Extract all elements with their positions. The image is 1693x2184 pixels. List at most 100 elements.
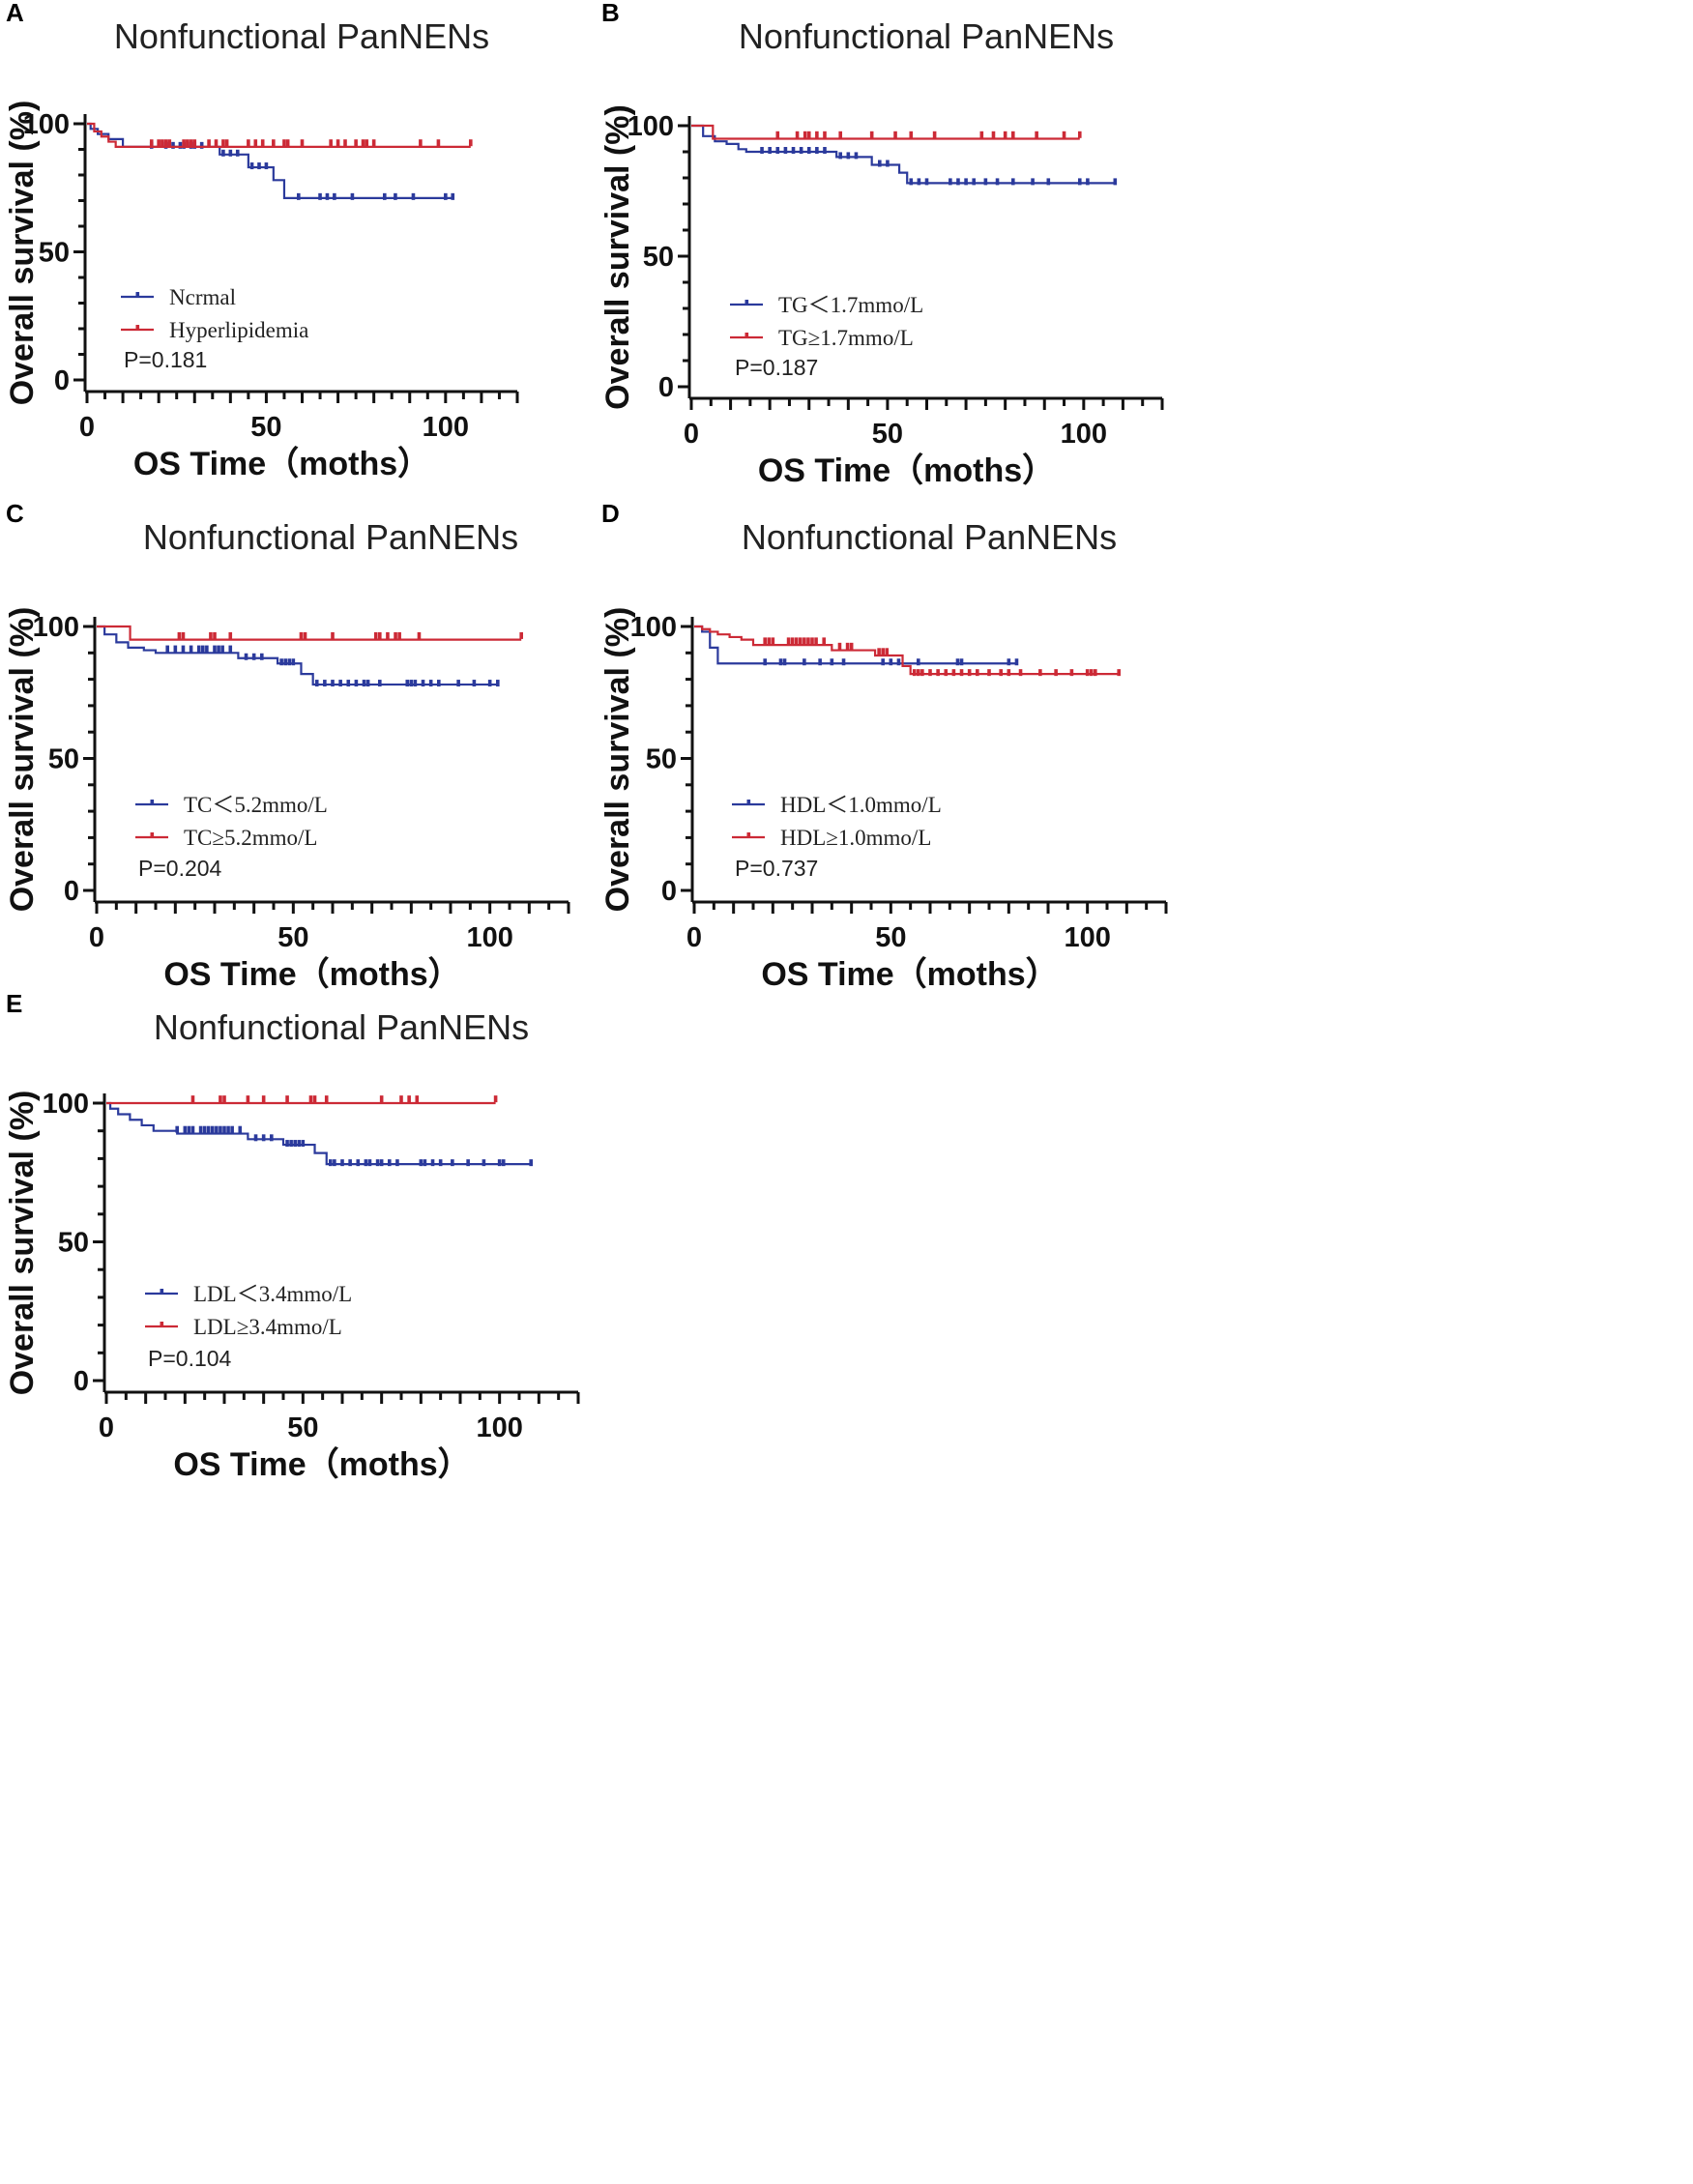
censor-mark: [775, 131, 780, 138]
x-tick-label: 100: [1061, 419, 1107, 450]
y-axis-label: Overall survival (%): [4, 1091, 41, 1396]
censor-mark: [877, 648, 881, 655]
censor-mark: [983, 178, 988, 186]
censor-mark: [845, 642, 850, 650]
censor-mark: [189, 645, 193, 653]
x-axis-label: OS Time（moths）: [163, 955, 460, 993]
x-tick-label: 0: [684, 419, 699, 450]
y-tick-label: 0: [661, 876, 677, 907]
censor-mark: [386, 631, 390, 639]
censor-mark: [253, 1134, 258, 1142]
censor-mark: [222, 1125, 226, 1133]
censor-mark: [1007, 658, 1011, 666]
legend-marker: [160, 1289, 164, 1295]
y-tick-label: 100: [630, 612, 677, 643]
censor-mark: [329, 139, 333, 147]
censor-mark: [444, 192, 448, 200]
censor-mark: [285, 1095, 289, 1103]
censor-mark: [261, 1095, 266, 1103]
censor-mark: [364, 1159, 368, 1167]
censor-mark: [790, 637, 795, 645]
y-tick-label: 100: [43, 1089, 89, 1120]
censor-mark: [201, 645, 205, 653]
censor-mark: [419, 1159, 423, 1167]
censor-mark: [885, 648, 890, 655]
censor-mark: [959, 669, 964, 677]
censor-mark: [818, 658, 822, 666]
censor-mark: [428, 680, 433, 687]
censor-mark: [226, 1125, 230, 1133]
censor-mark: [338, 680, 342, 687]
censor-mark: [379, 1159, 384, 1167]
censor-mark: [314, 680, 319, 687]
y-tick-label: 0: [658, 372, 674, 403]
censor-mark: [451, 192, 455, 200]
censor-mark: [293, 1140, 297, 1148]
censor-mark: [438, 1159, 443, 1167]
censor-mark: [964, 178, 968, 186]
censor-mark: [417, 631, 422, 639]
censor-mark: [220, 645, 224, 653]
censor-mark: [799, 637, 803, 645]
censor-mark: [394, 192, 397, 200]
censor-mark: [1077, 178, 1082, 186]
censor-mark: [308, 1095, 313, 1103]
panel-letter: A: [6, 0, 24, 27]
censor-mark: [303, 631, 307, 639]
x-tick-label: 100: [466, 922, 512, 953]
censor-mark: [199, 141, 204, 149]
censor-mark: [378, 680, 382, 687]
y-tick-label: 50: [48, 744, 79, 775]
censor-mark: [394, 631, 397, 639]
x-tick-label: 100: [476, 1412, 522, 1443]
censor-mark: [260, 139, 265, 147]
censor-mark: [786, 637, 791, 645]
censor-mark: [187, 1125, 191, 1133]
censor-mark: [959, 658, 964, 666]
censor-mark: [348, 1159, 352, 1167]
censor-mark: [763, 637, 767, 645]
x-tick-label: 100: [423, 412, 469, 443]
censor-mark: [206, 1125, 211, 1133]
censor-mark: [333, 192, 336, 200]
censor-mark: [230, 1125, 234, 1133]
censor-mark: [362, 680, 366, 687]
censor-mark: [1062, 131, 1066, 138]
y-tick-label: 50: [58, 1228, 89, 1259]
y-tick-label: 0: [64, 876, 79, 907]
censor-mark: [881, 658, 885, 666]
censor-mark: [999, 669, 1003, 677]
censor-mark: [823, 131, 827, 138]
censor-mark: [177, 631, 182, 639]
censor-mark: [192, 139, 197, 147]
survival-curve-red: [694, 625, 1120, 676]
y-tick-label: 0: [54, 365, 70, 396]
censor-mark: [823, 147, 827, 154]
censor-mark: [423, 1159, 427, 1167]
censor-mark: [219, 1095, 222, 1103]
censor-mark: [196, 645, 201, 653]
censor-mark: [228, 149, 233, 157]
censor-mark: [244, 653, 248, 660]
censor-mark: [365, 139, 369, 147]
censor-mark: [301, 1140, 306, 1148]
censor-mark: [213, 645, 217, 653]
censor-mark: [1113, 178, 1118, 186]
censor-mark: [768, 147, 772, 154]
censor-mark: [399, 1095, 403, 1103]
censor-mark: [181, 645, 186, 653]
censor-mark: [202, 1125, 207, 1133]
censor-mark: [815, 147, 819, 154]
p-value: P=0.181: [124, 347, 207, 372]
censor-mark: [909, 178, 914, 186]
legend-label: TG≥1.7mmo/L: [778, 326, 914, 350]
censor-mark: [928, 669, 932, 677]
survival-curve-red: [691, 124, 1080, 140]
censor-mark: [806, 637, 810, 645]
censor-mark: [397, 631, 401, 639]
censor-mark: [482, 1159, 486, 1167]
censor-mark: [388, 1159, 392, 1167]
